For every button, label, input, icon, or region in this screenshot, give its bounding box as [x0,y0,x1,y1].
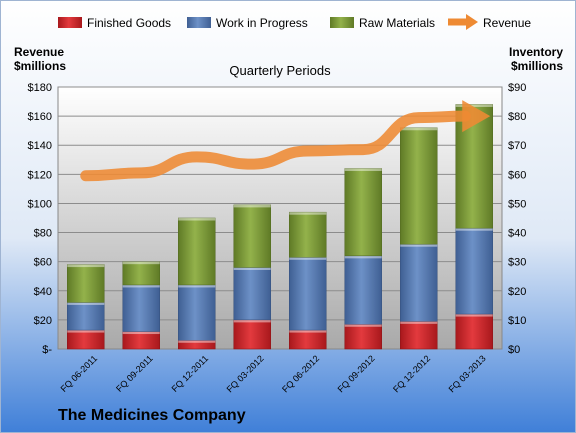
right-tick-label: $70 [508,140,526,152]
left-axis-title-line1: Revenue [14,45,64,59]
bar-finished-goods-highlight [178,340,216,343]
right-tick-label: $10 [508,315,526,327]
bar-raw-materials [122,261,160,286]
left-tick-label: $80 [34,228,52,240]
legend-swatch-work-in-progress [187,17,211,28]
right-axis-title-line2: $millions [511,59,563,73]
bar-finished-goods-highlight [344,324,382,327]
revenue-arrowhead [462,100,491,133]
right-axis: $0 $10 $20 $30 $40 $50 $60 $70 $80 $90 [508,82,526,356]
legend-label-finished-goods: Finished Goods [87,16,171,30]
left-tick-label: $20 [34,315,52,327]
left-axis-title-line2: $millions [14,59,66,73]
right-tick-label: $80 [508,111,526,123]
bar-finished-goods-highlight [67,330,105,333]
bar-work-in-progress [233,267,271,321]
bar-raw-materials-highlight [178,218,216,221]
bar-work-in-progress [289,257,327,331]
chart-title: Quarterly Periods [229,63,331,78]
left-tick-label: $140 [28,140,52,152]
bar-raw-materials-highlight [122,261,160,265]
legend: Finished Goods Work in Progress Raw Mate… [58,14,531,30]
bar-raw-materials-highlight [289,212,327,215]
left-tick-label: $60 [34,257,52,269]
bar-raw-materials-highlight [455,104,493,107]
right-tick-label: $50 [508,198,526,210]
legend-label-raw-materials: Raw Materials [359,16,435,30]
legend-label-revenue: Revenue [483,16,531,30]
left-tick-label: $- [42,344,52,356]
bar-raw-materials [344,168,382,257]
bar-work-in-progress-highlight [233,267,271,270]
bar-work-in-progress [344,255,382,325]
revenue-line-path [80,110,471,182]
legend-swatch-finished-goods [58,17,82,28]
bar-finished-goods-highlight [289,330,327,333]
right-tick-label: $20 [508,286,526,298]
bar-finished-goods [233,319,271,350]
bar-work-in-progress-highlight [122,284,160,288]
bar-finished-goods [344,324,382,350]
bar-work-in-progress-highlight [455,228,493,231]
bar-finished-goods [455,313,493,350]
bar-work-in-progress [455,227,493,315]
bar-finished-goods [289,329,327,350]
right-tick-label: $30 [508,257,526,269]
bar-work-in-progress-highlight [178,284,216,288]
right-tick-label: $90 [508,82,526,94]
bar-work-in-progress [122,284,160,332]
bar-work-in-progress-highlight [400,244,438,247]
bar-raw-materials [289,211,327,258]
bar-finished-goods [67,329,105,350]
legend-arrowhead-revenue [466,14,478,30]
bar-finished-goods-highlight [455,314,493,317]
left-tick-label: $100 [28,198,52,210]
bars [67,104,493,350]
bar-finished-goods [400,321,438,350]
left-tick-label: $40 [34,286,52,298]
legend-label-work-in-progress: Work in Progress [216,16,308,30]
bar-raw-materials [400,127,438,245]
bar-raw-materials [67,264,105,303]
bar-work-in-progress [178,284,216,341]
bar-work-in-progress-highlight [344,255,382,259]
right-axis-title-line1: Inventory [509,45,563,59]
left-tick-label: $120 [28,169,52,181]
right-tick-label: $40 [508,228,526,240]
bar-work-in-progress [400,243,438,322]
bar-work-in-progress [67,302,105,331]
bar-raw-materials-highlight [67,264,105,268]
revenue-line [80,100,491,182]
bar-raw-materials [178,217,216,286]
bar-finished-goods-highlight [122,331,160,335]
left-axis: $- $20 $40 $60 $80 $100 $120 $140 $160 $180 [28,82,53,356]
bar-finished-goods-highlight [233,319,271,323]
bar-work-in-progress-highlight [67,302,105,305]
company-name: The Medicines Company [58,407,246,424]
bar-raw-materials-highlight [344,168,382,172]
bar-raw-materials [233,204,271,268]
left-tick-label: $160 [28,111,52,123]
right-tick-label: $0 [508,344,520,356]
left-tick-label: $180 [28,82,52,94]
bar-finished-goods [122,331,160,350]
legend-swatch-raw-materials [330,17,354,28]
right-tick-label: $60 [508,169,526,181]
bar-finished-goods-highlight [400,321,438,324]
bar-raw-materials-highlight [233,204,271,208]
bar-work-in-progress-highlight [289,257,327,260]
bar-raw-materials-highlight [400,127,438,131]
